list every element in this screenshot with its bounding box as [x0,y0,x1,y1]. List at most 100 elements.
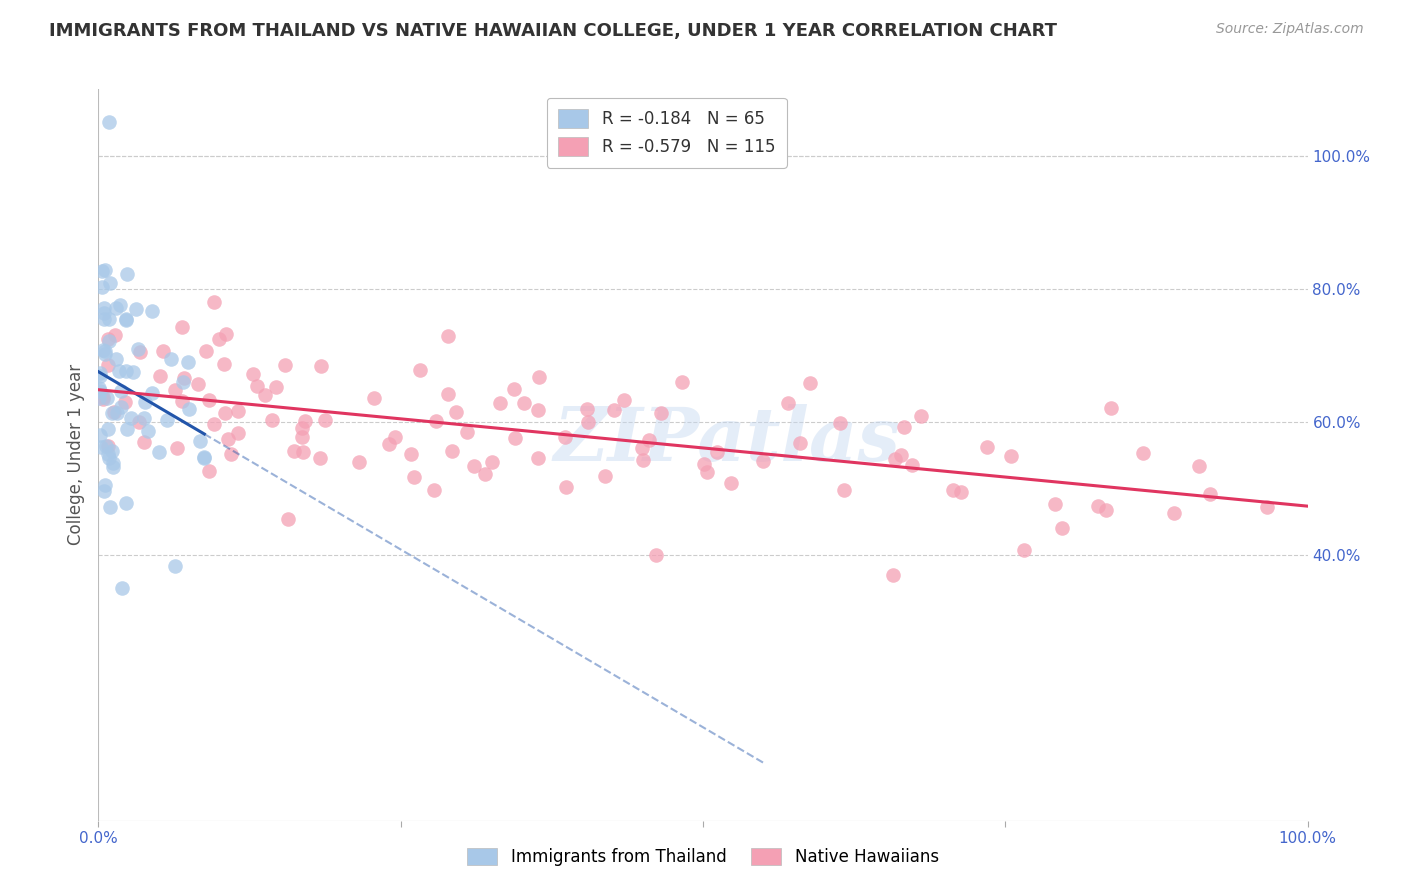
Legend: R = -0.184   N = 65, R = -0.579   N = 115: R = -0.184 N = 65, R = -0.579 N = 115 [547,97,787,168]
Point [941,483,963,497]
Point [294,414,316,428]
Point [91,343,114,358]
Point [503,431,526,445]
Point [262,413,284,427]
Point [91,392,114,406]
Point [98,500,121,515]
Point [148,444,170,458]
Point [893,420,915,434]
Point [114,311,136,326]
Point [89,384,111,398]
Point [706,445,728,459]
Point [193,450,215,464]
Point [98,451,121,466]
Point [170,319,193,334]
Point [160,351,183,366]
Point [101,460,124,475]
Point [828,416,851,430]
Point [188,434,211,448]
Point [89,428,111,442]
Point [1050,521,1073,535]
Point [631,453,654,467]
Point [242,367,264,381]
Point [720,475,742,490]
Y-axis label: College, Under 1 year: College, Under 1 year [66,364,84,546]
Point [212,357,235,371]
Point [347,455,370,469]
Point [219,447,242,461]
Point [214,406,236,420]
Point [198,393,221,408]
Point [593,469,616,483]
Point [141,304,163,318]
Point [630,441,652,455]
Point [115,364,138,378]
Point [901,458,924,472]
Point [650,406,672,420]
Point [554,430,576,444]
Point [399,447,422,461]
Point [91,264,114,278]
Point [441,444,464,458]
Point [645,548,668,562]
Point [97,115,120,129]
Point [1256,500,1278,514]
Point [555,480,578,494]
Point [128,415,150,429]
Point [527,403,550,417]
Point [128,345,150,359]
Point [105,406,128,420]
Point [1000,449,1022,463]
Point [115,422,138,436]
Point [502,382,524,396]
Point [103,404,125,418]
Point [122,365,145,379]
Point [778,396,800,410]
Point [481,455,503,469]
Point [882,567,904,582]
Point [1099,401,1122,416]
Point [110,298,132,312]
Point [789,435,811,450]
Point [103,456,125,470]
Point [423,483,446,497]
Point [309,450,332,465]
Point [110,400,132,414]
Point [638,433,661,447]
Point [124,301,146,316]
Point [437,386,460,401]
Point [671,376,693,390]
Point [134,394,156,409]
Point [884,452,907,467]
Point [152,343,174,358]
Point [89,366,111,380]
Point [1199,487,1222,501]
Point [274,358,297,372]
Point [1012,542,1035,557]
Point [94,478,117,492]
Point [208,332,231,346]
Point [94,263,117,277]
Point [149,368,172,383]
Point [693,458,716,472]
Point [89,369,111,384]
Point [114,395,136,409]
Point [100,407,122,421]
Legend: Immigrants from Thailand, Native Hawaiians: Immigrants from Thailand, Native Hawaiia… [458,840,948,875]
Point [890,448,912,462]
Point [179,401,201,416]
Point [488,396,510,410]
Point [87,381,110,395]
Point [193,450,215,465]
Point [226,426,249,441]
Point [127,343,149,357]
Point [97,439,120,453]
Point [402,470,425,484]
Point [93,483,115,498]
Point [163,383,186,397]
Point [1095,503,1118,517]
Point [93,312,115,326]
Point [103,327,125,342]
Point [177,355,200,369]
Point [97,359,120,373]
